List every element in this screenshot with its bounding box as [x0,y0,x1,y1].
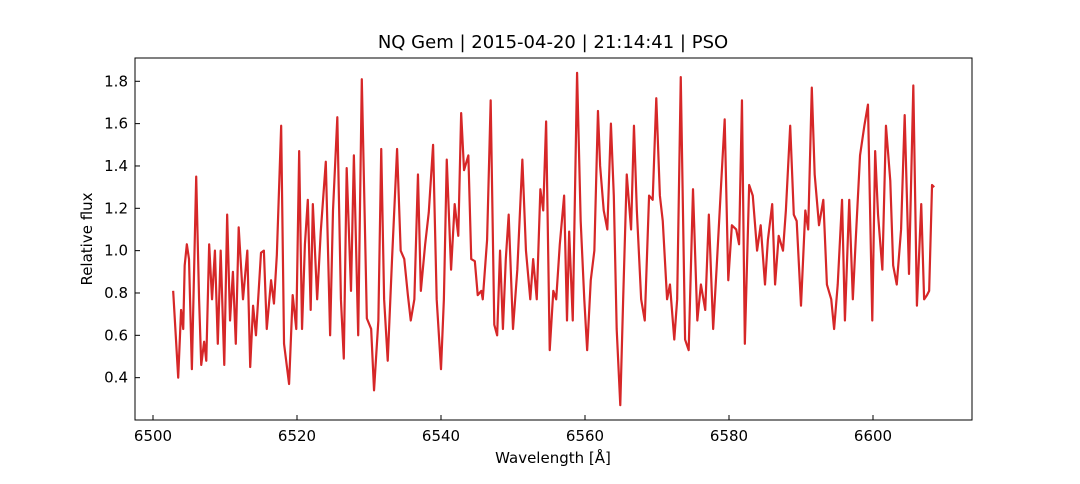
spectrum-line [172,71,935,407]
x-tick-label: 6580 [710,427,748,445]
y-tick-label: 0.4 [104,369,128,387]
plot-frame [134,57,973,421]
y-tick-label: 1.6 [104,115,128,133]
x-tick-label: 6500 [134,427,172,445]
y-tick-label: 1.8 [104,72,128,90]
y-tick-label: 0.8 [104,284,128,302]
y-tick-label: 1.4 [104,157,128,175]
y-tick-label: 1.0 [104,242,128,260]
x-tick-label: 6560 [566,427,604,445]
x-tick-label: 6540 [422,427,460,445]
y-tick-label: 0.6 [104,326,128,344]
x-tick-label: 6600 [854,427,892,445]
x-axis-label: Wavelength [Å] [495,448,611,467]
x-tick-label: 6520 [278,427,316,445]
y-tick-label: 1.2 [104,199,128,217]
chart-title: NQ Gem | 2015-04-20 | 21:14:41 | PSO [378,32,728,53]
y-axis-label: Relative flux [78,192,96,285]
